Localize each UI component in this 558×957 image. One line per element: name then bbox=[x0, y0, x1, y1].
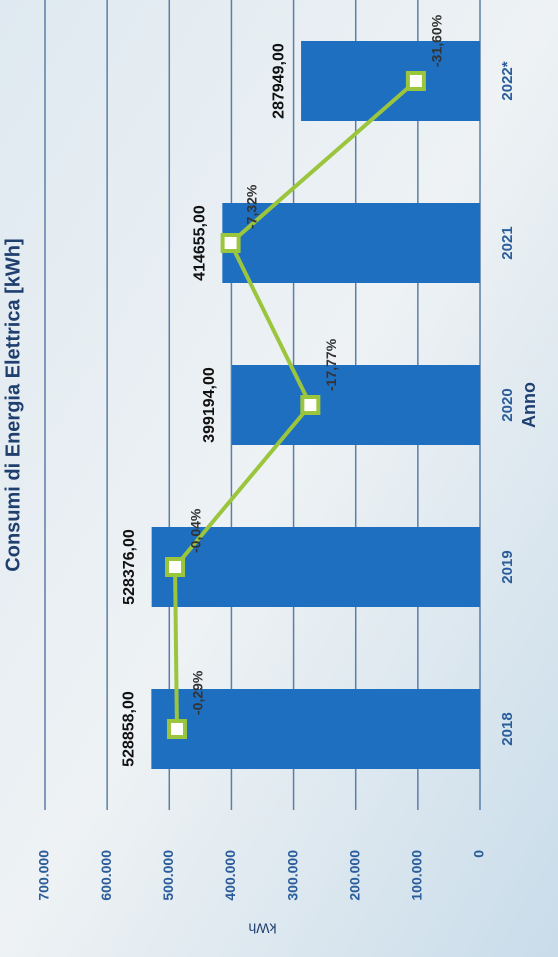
line-marker bbox=[300, 395, 321, 415]
line-value-label: -0,04% bbox=[188, 508, 204, 553]
line-marker bbox=[165, 557, 186, 577]
y-tick-label: 600.000 bbox=[98, 850, 114, 901]
rotated-chart: Consumi di Energia Elettrica [kWh] kWh Ann… bbox=[2, 0, 539, 936]
y-tick-label: 700.000 bbox=[36, 850, 52, 901]
line-value-label: -0,29% bbox=[190, 670, 206, 715]
bar-value-label: 414655,00 bbox=[192, 205, 209, 281]
line-value-label: -17,77% bbox=[323, 338, 339, 391]
bar bbox=[231, 365, 480, 445]
bar-value-label: 287949,00 bbox=[270, 43, 287, 119]
bar-value-label: 399194,00 bbox=[201, 367, 218, 443]
line-marker bbox=[405, 71, 426, 91]
x-tick-label: 2020 bbox=[499, 388, 516, 421]
line-marker bbox=[166, 719, 187, 739]
y-axis-title: kWh bbox=[249, 920, 277, 936]
bar-value-label: 528858,00 bbox=[121, 691, 138, 767]
y-tick-label: 0 bbox=[471, 850, 487, 858]
bar bbox=[301, 41, 481, 121]
y-tick-label: 300.000 bbox=[284, 850, 300, 901]
x-axis-title: Anno bbox=[519, 382, 539, 428]
bar bbox=[222, 203, 480, 283]
bar bbox=[151, 689, 480, 769]
y-tick-label: 500.000 bbox=[160, 850, 176, 901]
chart-title: Consumi di Energia Elettrica [kWh] bbox=[2, 238, 24, 571]
x-tick-label: 2019 bbox=[499, 550, 516, 583]
line-value-label: -31,60% bbox=[429, 14, 445, 67]
y-tick-label: 200.000 bbox=[346, 850, 362, 901]
y-tick-label: 400.000 bbox=[222, 850, 238, 901]
y-tick-label: 100.000 bbox=[409, 850, 425, 901]
line-marker bbox=[220, 233, 241, 253]
x-tick-label: 2021 bbox=[499, 226, 516, 259]
x-tick-label: 2022* bbox=[499, 61, 516, 100]
line-value-label: -7,32% bbox=[243, 184, 259, 229]
x-tick-label: 2018 bbox=[499, 712, 516, 745]
bar-value-label: 528376,00 bbox=[121, 529, 138, 605]
bar bbox=[151, 527, 480, 607]
